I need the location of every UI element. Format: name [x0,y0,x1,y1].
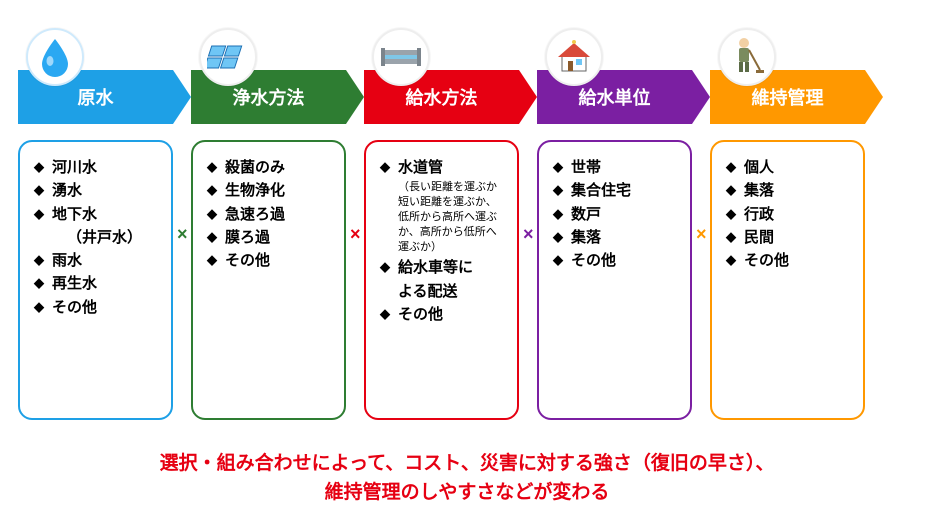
list-item: 急速ろ過 [207,203,334,226]
list-item: その他 [380,303,507,326]
list-item: 給水車等による配送 [380,256,507,303]
list-item: 河川水 [34,156,161,179]
stage-content: 水道管（長い距離を運ぶか短い距離を運ぶか、低所から高所へ運ぶか、高所から低所へ運… [364,140,519,420]
list-item: 個人 [726,156,853,179]
stage-content: 世帯集合住宅数戸集落その他 [537,140,692,420]
list-item: その他 [553,249,680,272]
list-item: 生物浄化 [207,179,334,202]
stage-4: ×維持管理個人集落行政民間その他 [710,70,883,420]
stages-row: 原水河川水湧水地下水（井戸水）雨水再生水その他×浄水方法殺菌のみ生物浄化急速ろ過… [18,70,924,420]
multiply-symbol: × [523,224,534,245]
stage-3: × 給水単位世帯集合住宅数戸集落その他 [537,70,710,420]
footer-line-2: 維持管理のしやすさなどが変わる [325,482,610,503]
list-item: 湧水 [34,179,161,202]
stage-content: 河川水湧水地下水（井戸水）雨水再生水その他 [18,140,173,420]
footer-line-1: 選択・組み合わせによって、コスト、災害に対する強さ（復旧の早さ）、 [160,453,775,474]
list-item: 膜ろ過 [207,226,334,249]
list-item: 世帯 [553,156,680,179]
stage-title: 原水 [78,84,114,110]
multiply-symbol: × [696,224,707,245]
list-item: 再生水 [34,272,161,295]
list-item-sub: （長い距離を運ぶか短い距離を運ぶか、低所から高所へ運ぶか、高所から低所へ運ぶか） [380,180,507,254]
stage-title: 維持管理 [752,84,824,110]
list-item: 集合住宅 [553,179,680,202]
list-item-sub: （井戸水） [34,226,161,249]
list-item: 雨水 [34,249,161,272]
stage-0: 原水河川水湧水地下水（井戸水）雨水再生水その他 [18,70,191,420]
list-item: 集落 [726,179,853,202]
list-item: 民間 [726,226,853,249]
pipe-icon [372,28,430,86]
multiply-symbol: × [177,224,188,245]
stage-title: 浄水方法 [233,84,305,110]
footer-summary: 選択・組み合わせによって、コスト、災害に対する強さ（復旧の早さ）、 維持管理のし… [0,450,934,507]
stage-title: 給水方法 [406,84,478,110]
water-drop-icon [26,28,84,86]
stage-2: × 給水方法水道管（長い距離を運ぶか短い距離を運ぶか、低所から高所へ運ぶか、高所か… [364,70,537,420]
list-item: 地下水 [34,203,161,226]
list-item: その他 [726,249,853,272]
worker-icon [718,28,776,86]
list-item: 集落 [553,226,680,249]
stage-1: × 浄水方法殺菌のみ生物浄化急速ろ過膜ろ過その他 [191,70,364,420]
list-item: 水道管 [380,156,507,179]
list-item: 殺菌のみ [207,156,334,179]
list-item: 数戸 [553,203,680,226]
stage-content: 個人集落行政民間その他 [710,140,865,420]
list-item: その他 [34,296,161,319]
stage-content: 殺菌のみ生物浄化急速ろ過膜ろ過その他 [191,140,346,420]
list-item: 行政 [726,203,853,226]
house-icon [545,28,603,86]
list-item: その他 [207,249,334,272]
stage-title: 給水単位 [579,84,651,110]
multiply-symbol: × [350,224,361,245]
filter-panels-icon [199,28,257,86]
